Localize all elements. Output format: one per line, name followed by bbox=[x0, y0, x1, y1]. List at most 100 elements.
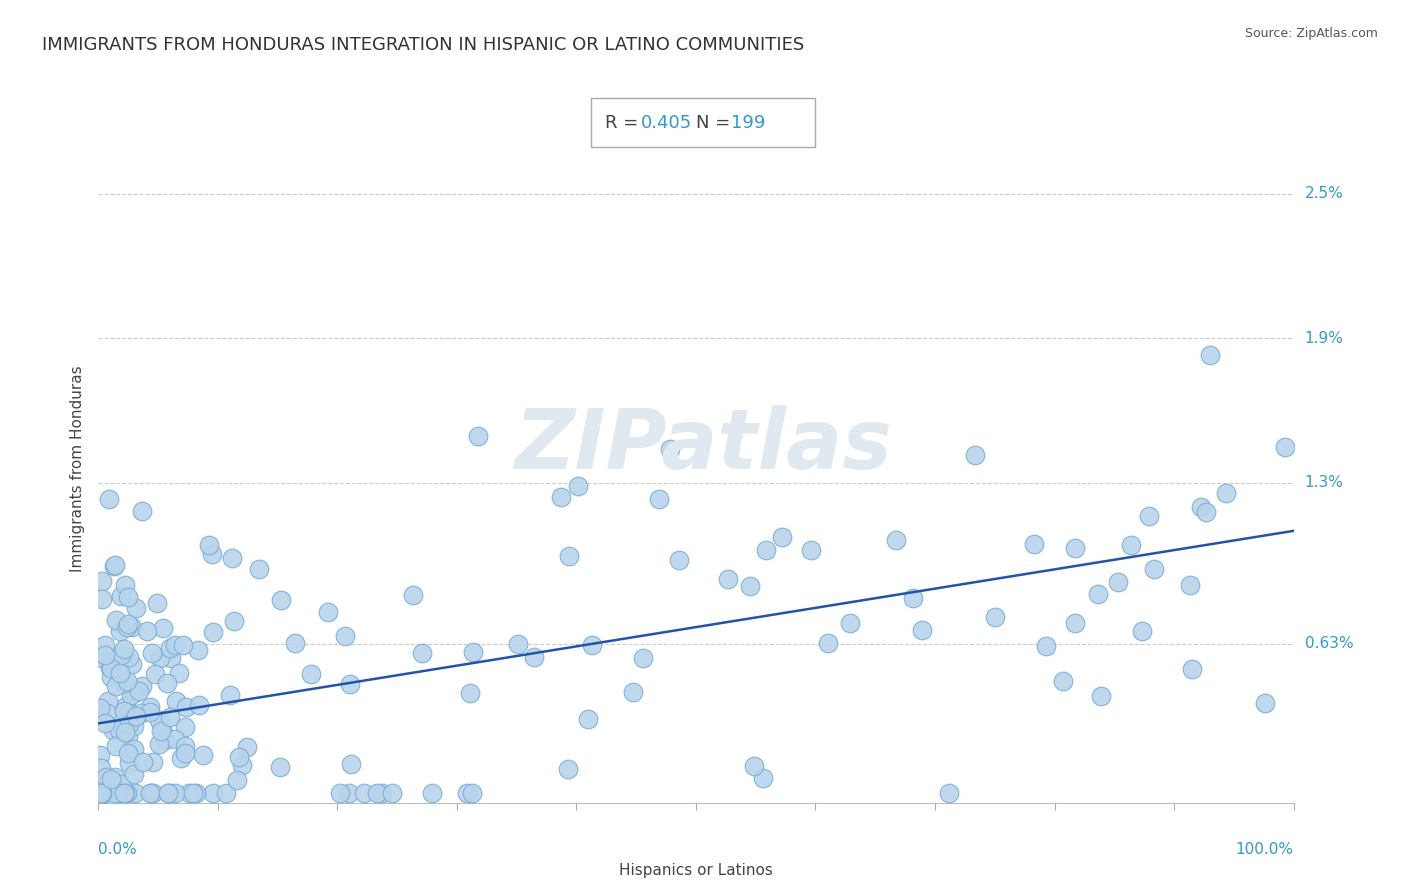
Point bbox=[105, 613, 128, 627]
Point bbox=[104, 558, 127, 573]
Point bbox=[149, 651, 172, 665]
Text: 100.0%: 100.0% bbox=[1236, 842, 1294, 856]
Point bbox=[1274, 441, 1296, 455]
Point bbox=[124, 786, 146, 800]
Point bbox=[117, 650, 139, 665]
Point bbox=[467, 429, 489, 443]
Point bbox=[138, 699, 160, 714]
Point bbox=[215, 786, 238, 800]
Point bbox=[176, 700, 198, 714]
Point bbox=[148, 738, 170, 752]
Point bbox=[201, 547, 224, 561]
Point bbox=[122, 686, 145, 700]
Point bbox=[141, 646, 163, 660]
Point bbox=[139, 705, 162, 719]
Point bbox=[94, 638, 117, 652]
Point bbox=[984, 610, 1007, 624]
Point bbox=[121, 619, 143, 633]
Point bbox=[115, 674, 138, 689]
Point bbox=[89, 780, 111, 794]
Point bbox=[100, 772, 122, 786]
Text: ZIPatlas: ZIPatlas bbox=[515, 406, 891, 486]
Point bbox=[221, 551, 243, 566]
Point bbox=[159, 651, 181, 665]
Point bbox=[186, 786, 208, 800]
Point bbox=[1215, 486, 1237, 500]
Point bbox=[112, 641, 135, 656]
Point bbox=[247, 562, 270, 576]
Point bbox=[181, 786, 204, 800]
Point bbox=[1181, 662, 1204, 676]
Point bbox=[770, 529, 793, 543]
Point bbox=[135, 624, 157, 638]
Point bbox=[156, 675, 179, 690]
Point bbox=[1137, 508, 1160, 523]
Point bbox=[103, 786, 125, 800]
Point bbox=[94, 770, 117, 784]
Point bbox=[89, 747, 111, 762]
Point bbox=[96, 706, 118, 720]
Point bbox=[631, 650, 654, 665]
Point bbox=[132, 756, 155, 770]
Point bbox=[94, 648, 117, 662]
Point bbox=[191, 747, 214, 762]
Point bbox=[963, 448, 986, 462]
Point bbox=[90, 651, 112, 665]
Point bbox=[170, 751, 193, 765]
Point bbox=[187, 643, 209, 657]
Point bbox=[159, 786, 181, 800]
Point bbox=[335, 629, 357, 643]
Point bbox=[100, 660, 122, 674]
Point bbox=[1052, 674, 1074, 689]
Point bbox=[110, 777, 132, 791]
Point bbox=[156, 786, 179, 800]
Point bbox=[458, 686, 481, 700]
Point bbox=[1254, 696, 1277, 710]
Point bbox=[422, 786, 444, 800]
Point bbox=[141, 786, 163, 800]
Point bbox=[117, 590, 139, 604]
Point bbox=[98, 491, 121, 506]
Point bbox=[299, 667, 322, 681]
Point bbox=[90, 786, 112, 800]
Point bbox=[1121, 537, 1143, 551]
Point bbox=[284, 636, 307, 650]
Point bbox=[1189, 500, 1212, 515]
Point bbox=[1199, 348, 1222, 362]
Point bbox=[142, 755, 165, 769]
Point bbox=[884, 533, 907, 548]
Point bbox=[139, 786, 162, 800]
Point bbox=[103, 559, 125, 574]
Point bbox=[174, 720, 197, 734]
Point bbox=[112, 704, 135, 718]
Y-axis label: Immigrants from Honduras: Immigrants from Honduras bbox=[69, 365, 84, 572]
Text: 1.3%: 1.3% bbox=[1305, 475, 1344, 491]
Point bbox=[523, 650, 546, 665]
Point bbox=[118, 716, 141, 731]
Point bbox=[120, 713, 142, 727]
Point bbox=[366, 786, 388, 800]
Point bbox=[131, 503, 153, 517]
Point bbox=[576, 712, 599, 726]
Point bbox=[938, 786, 960, 800]
Point bbox=[1064, 541, 1087, 556]
Point bbox=[411, 646, 433, 660]
Point bbox=[117, 729, 139, 743]
Point bbox=[236, 740, 259, 755]
Point bbox=[174, 746, 197, 760]
Point bbox=[103, 723, 125, 737]
Point bbox=[149, 724, 172, 739]
Point bbox=[202, 624, 225, 639]
Text: 0.0%: 0.0% bbox=[98, 842, 138, 856]
Point bbox=[817, 636, 839, 650]
Text: 1.9%: 1.9% bbox=[1305, 331, 1344, 346]
Point bbox=[114, 786, 136, 800]
Point bbox=[1195, 505, 1218, 519]
Point bbox=[100, 669, 122, 683]
Point bbox=[122, 719, 145, 733]
Point bbox=[120, 688, 142, 702]
Point bbox=[94, 786, 117, 800]
Point bbox=[557, 762, 579, 776]
Point bbox=[131, 706, 153, 720]
Point bbox=[145, 667, 167, 681]
